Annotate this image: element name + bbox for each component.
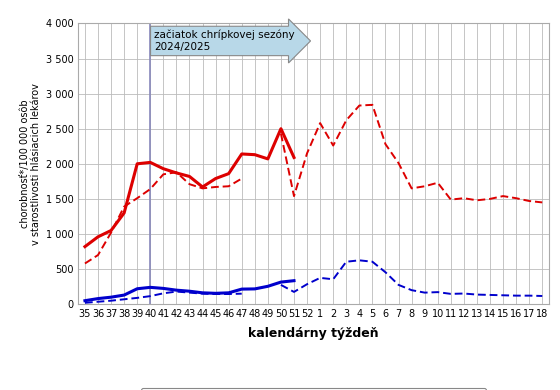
Legend: ARO sezóna 2024/2025, CHPO sezóna 2024/2025, ARO sezóna 2023/2024, CHPO sezóna 2: ARO sezóna 2024/2025, CHPO sezóna 2024/2… [141,388,486,390]
Text: začiatok chrípkovej sezóny
2024/2025: začiatok chrípkovej sezóny 2024/2025 [154,30,295,52]
Y-axis label: chorobnosť*/100 000 osôb
v starostlivosti hlásiacich lekárov: chorobnosť*/100 000 osôb v starostlivost… [20,83,41,245]
X-axis label: kalendárny týždeň: kalendárny týždeň [248,327,379,340]
